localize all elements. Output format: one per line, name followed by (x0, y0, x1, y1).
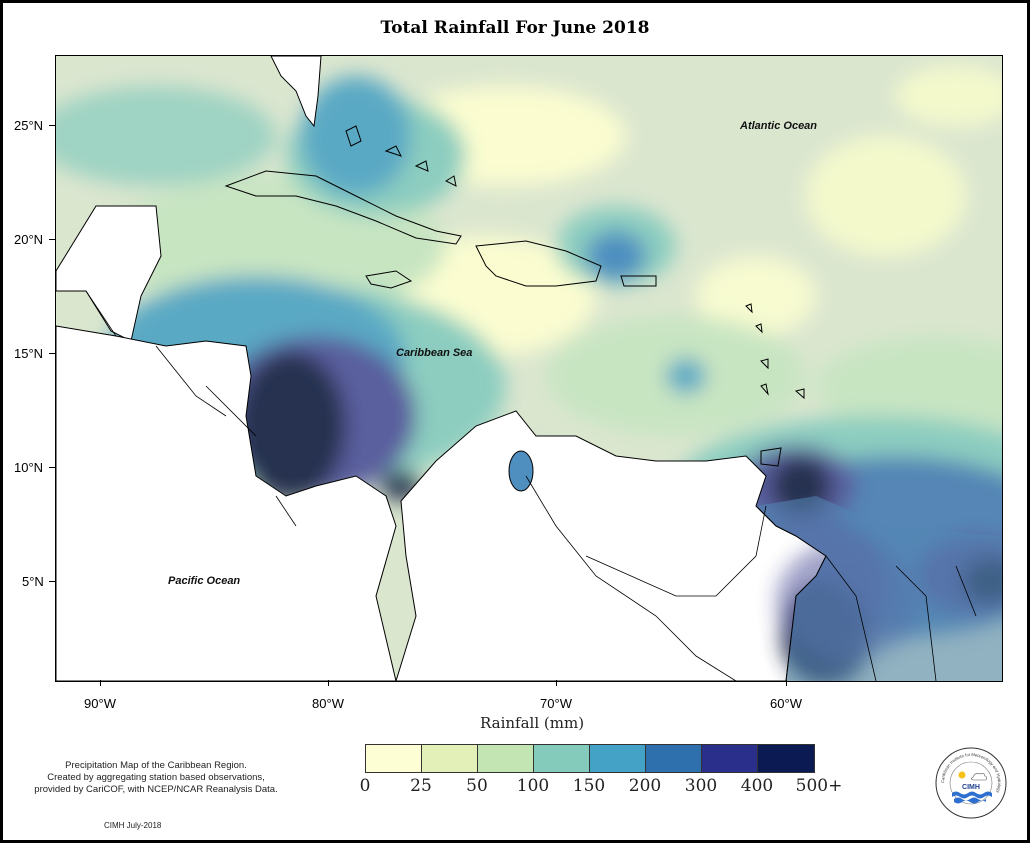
legend-label: 0 (359, 776, 371, 796)
x-tick-label: 90°W (84, 696, 116, 711)
legend-swatch (646, 745, 702, 772)
border-line (895, 565, 937, 681)
rain-zone (236, 351, 346, 501)
rain-zone (806, 136, 966, 256)
x-tick-label: 70°W (540, 696, 572, 711)
caribbean-sea-label: Caribbean Sea (396, 347, 473, 359)
legend-swatch (478, 745, 534, 772)
description-line: provided by CariCOF, with NCEP/NCAR Rean… (34, 784, 278, 795)
description-line: Created by aggregating station based obs… (47, 772, 265, 783)
rain-zone (56, 86, 276, 186)
y-tick-label: 5°N (22, 574, 44, 589)
borders-group (85, 290, 977, 681)
legend-label: 50 (466, 776, 488, 796)
rain-zone (896, 66, 1002, 126)
trinidad-island (760, 447, 782, 467)
south-america-land (395, 410, 827, 681)
description-line: Precipitation Map of the Caribbean Regio… (65, 760, 247, 771)
legend-label: 300 (684, 776, 718, 796)
legend-swatch (534, 745, 590, 772)
islands-group (224, 125, 805, 467)
map-description: Precipitation Map of the Caribbean Regio… (6, 760, 306, 796)
x-tick (328, 680, 329, 686)
border-line (155, 345, 227, 417)
central-america-land (56, 325, 397, 681)
bahamas-island (384, 145, 402, 157)
logo-inner-ring (949, 761, 993, 805)
lake-maracaibo (508, 450, 534, 492)
cloud-icon (971, 773, 988, 781)
credit-text: CIMH July-2018 (104, 821, 162, 830)
y-tick (49, 125, 55, 126)
florida-land (270, 56, 322, 128)
rainfall-map-svg (56, 56, 1002, 681)
map-title: Total Rainfall For June 2018 (380, 18, 650, 38)
border-line (955, 565, 977, 617)
border-line (85, 290, 117, 337)
legend-label: 25 (410, 776, 432, 796)
legend-label: 500+ (795, 776, 843, 796)
legend-swatch (366, 745, 422, 772)
cuba-island (224, 170, 462, 245)
legend-swatch (758, 745, 814, 772)
legend-label: 100 (516, 776, 550, 796)
pacific-ocean-label: Pacific Ocean (168, 575, 241, 587)
guianas-rain (756, 496, 1002, 681)
legend-label: 200 (628, 776, 662, 796)
rain-zone (696, 256, 816, 336)
y-tick-label: 25°N (14, 118, 44, 133)
rain-zone (301, 76, 411, 196)
border-line (585, 505, 767, 597)
legend-swatch (702, 745, 758, 772)
x-tick-label: 60°W (770, 696, 802, 711)
y-tick (49, 239, 55, 240)
y-tick-label: 20°N (14, 232, 44, 247)
waves-icon (952, 791, 992, 799)
y-tick-label: 15°N (14, 346, 44, 361)
x-tick (100, 680, 101, 686)
y-tick (49, 581, 55, 582)
x-tick-label: 80°W (312, 696, 344, 711)
hispaniola-island (475, 240, 602, 287)
legend-colorbar (365, 744, 815, 773)
antilles-island (755, 323, 763, 334)
sun-icon (958, 771, 966, 779)
bahamas-island (345, 125, 362, 147)
antilles-island (760, 383, 769, 396)
border-line (275, 495, 297, 527)
border-line (825, 555, 877, 681)
atlantic-ocean-label: Atlantic Ocean (740, 120, 818, 132)
bahamas-island (444, 175, 457, 187)
rain-zone (816, 336, 1002, 436)
puerto-rico-island (620, 275, 657, 287)
cimh-logo: Caribbean Institute for Meteorology and … (935, 747, 1007, 819)
y-tick (49, 467, 55, 468)
legend-label: 400 (740, 776, 774, 796)
bahamas-island (414, 160, 429, 172)
antilles-island (794, 388, 805, 400)
rainfall-map (55, 55, 1003, 682)
mexico-land (56, 205, 162, 342)
jamaica-island (365, 270, 413, 289)
rain-zone (586, 231, 646, 281)
logo-name: CIMH (962, 784, 980, 791)
legend-title: Rainfall (mm) (480, 714, 585, 732)
y-tick-label: 10°N (14, 460, 44, 475)
border-line (205, 385, 257, 437)
y-tick (49, 353, 55, 354)
x-tick (556, 680, 557, 686)
x-tick (786, 680, 787, 686)
legend-swatch (422, 745, 478, 772)
antilles-island (745, 303, 753, 314)
waves-icon (954, 797, 986, 804)
rain-zone (666, 358, 706, 394)
landmass-group (56, 56, 827, 681)
border-line (525, 475, 737, 681)
legend-swatch (590, 745, 646, 772)
legend-label: 150 (572, 776, 606, 796)
antilles-island (760, 358, 769, 370)
